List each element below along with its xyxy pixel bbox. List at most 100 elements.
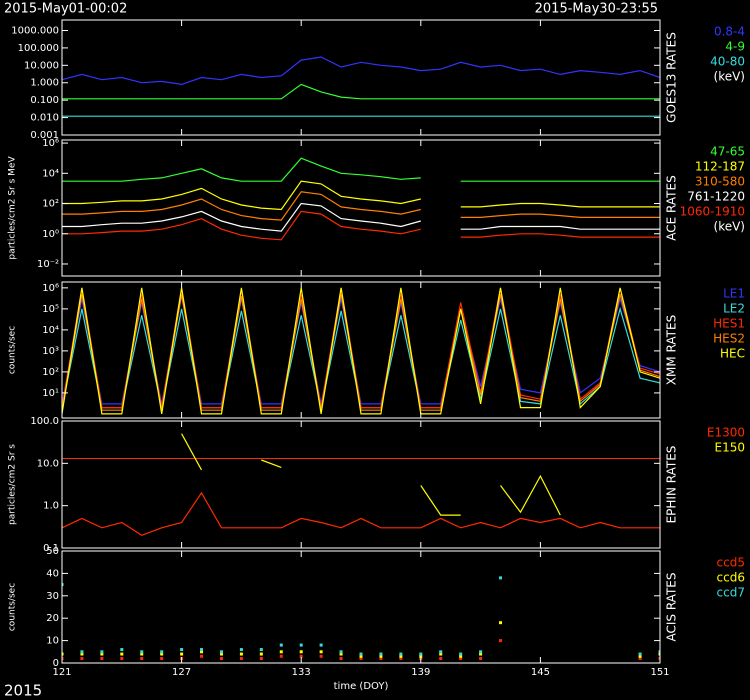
data-point (239, 648, 243, 652)
legend-entry: HES2 (713, 332, 745, 346)
y-tick-label: 0.010 (30, 113, 59, 124)
y-tick-label: 40 (46, 568, 59, 579)
data-point (419, 652, 423, 656)
panel-title: ACE RATES (665, 175, 679, 240)
data-point (259, 648, 263, 652)
legend-entry: 0.8-4 (714, 25, 745, 39)
plot-area (62, 56, 660, 117)
data-point (319, 654, 323, 658)
series-line (62, 491, 660, 536)
data-point (239, 652, 243, 656)
data-point (359, 652, 363, 656)
data-point (339, 652, 343, 656)
data-point (459, 654, 463, 658)
data-point (140, 657, 144, 661)
data-point (339, 657, 343, 661)
data-point (219, 652, 223, 656)
data-point (339, 650, 343, 654)
panel-title: EPHIN RATES (665, 446, 679, 524)
y-tick-label: 10⁴ (42, 325, 59, 336)
legend-entry: ccd5 (717, 556, 745, 570)
panel-title: GOES13 RATES (665, 32, 679, 123)
y-tick-label: 1.0 (43, 501, 59, 512)
plot-area (62, 157, 660, 241)
series-line (62, 157, 660, 182)
data-point (419, 654, 423, 658)
data-point (459, 657, 463, 661)
legend-entry: 47-65 (710, 145, 745, 159)
x-tick-label: 133 (292, 667, 311, 678)
data-point (120, 657, 124, 661)
y-tick-label: 10.000 (24, 60, 59, 71)
data-point (100, 652, 104, 656)
data-point (359, 657, 363, 661)
data-point (479, 650, 483, 654)
y-tick-label: 10⁶ (42, 138, 59, 149)
x-axis-label: time (DOY) (334, 681, 389, 692)
legend-note: (keV) (714, 70, 745, 84)
data-point (279, 643, 283, 647)
series-line (62, 202, 660, 232)
series-line (62, 210, 660, 241)
data-point (379, 654, 383, 658)
data-point (379, 652, 383, 656)
legend-entry: 40-80 (710, 55, 745, 69)
legend-entry: ccd6 (717, 571, 745, 585)
legend-entry: 761-1220 (687, 190, 745, 204)
data-point (499, 621, 503, 625)
legend-entry: E150 (715, 441, 746, 455)
data-point (80, 650, 84, 654)
data-point (439, 657, 443, 661)
data-point (459, 652, 463, 656)
panel-title: ACIS RATES (665, 572, 679, 641)
y-tick-label: 10⁰ (42, 229, 59, 240)
data-point (80, 657, 84, 661)
y-axis-label: particles/cm2 Sr s (8, 444, 18, 525)
data-point (160, 652, 164, 656)
y-axis-label: counts/sec (8, 583, 18, 631)
y-tick-label: 10⁻² (37, 259, 59, 270)
legend-entry: 112-187 (695, 160, 745, 174)
time-end: 2015-May30-23:55 (535, 2, 658, 17)
y-tick-label: 10⁶ (42, 283, 59, 294)
legend-entry: ccd7 (717, 586, 745, 600)
series-line (62, 287, 660, 415)
data-point (219, 650, 223, 654)
data-point (399, 657, 403, 661)
year-label: 2015 (4, 682, 42, 700)
data-point (160, 650, 164, 654)
panel-title: XMM RATES (665, 315, 679, 385)
data-point (638, 652, 642, 656)
data-point (219, 657, 223, 661)
panel-frame (61, 420, 661, 549)
data-point (279, 650, 283, 654)
x-tick-label: 151 (650, 667, 669, 678)
x-tick-label: 121 (52, 667, 71, 678)
y-tick-label: 10² (42, 367, 59, 378)
data-point (359, 654, 363, 658)
data-point (319, 650, 323, 654)
series-line (62, 56, 660, 86)
plot-area (62, 433, 660, 536)
series-line (62, 191, 660, 221)
data-point (200, 648, 204, 652)
plot-area (62, 287, 660, 415)
data-point (120, 648, 124, 652)
data-point (638, 654, 642, 658)
data-point (479, 657, 483, 661)
y-axis-label: counts/sec (8, 326, 18, 374)
data-point (499, 576, 503, 580)
data-point (100, 650, 104, 654)
data-point (160, 657, 164, 661)
y-tick-label: 10² (42, 199, 59, 210)
data-point (319, 643, 323, 647)
y-tick-label: 10⁴ (42, 168, 59, 179)
y-tick-label: 10¹ (42, 388, 59, 399)
legend-note: (keV) (714, 220, 745, 234)
panel-frame (61, 550, 661, 664)
data-point (379, 657, 383, 661)
data-point (439, 652, 443, 656)
data-point (479, 652, 483, 656)
x-tick-label: 139 (411, 667, 430, 678)
